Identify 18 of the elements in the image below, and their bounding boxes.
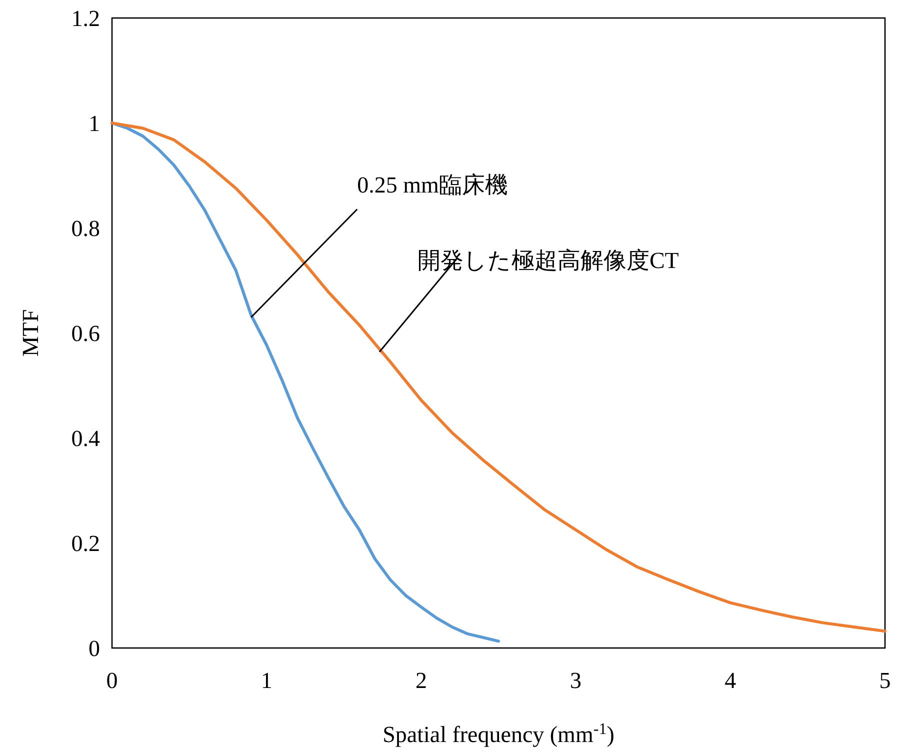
y-tick-label: 1.2 <box>71 6 100 31</box>
x-tick-label: 5 <box>879 668 891 693</box>
y-tick-label: 0.4 <box>71 426 100 451</box>
annotation: 開発した極超高解像度CT <box>417 248 679 273</box>
x-axis-title: Spatial frequency (mm$^{-1}$) <box>382 720 614 747</box>
y-tick-label: 0.2 <box>71 531 100 556</box>
x-tick-label: 0 <box>106 668 118 693</box>
annotation: 0.25 mm臨床機 <box>357 172 508 198</box>
y-tick-label: 0 <box>88 636 100 661</box>
y-axis-title: MTF <box>18 309 43 357</box>
x-tick-label: 4 <box>724 668 737 693</box>
y-tick-label: 0.6 <box>71 321 100 346</box>
x-tick-label: 2 <box>415 668 427 693</box>
y-tick-label: 0.8 <box>71 216 100 241</box>
x-tick-label: 1 <box>260 668 272 693</box>
line-series <box>110 122 886 633</box>
y-tick-label: 1 <box>88 111 100 136</box>
x-tick-label: 3 <box>570 668 582 693</box>
